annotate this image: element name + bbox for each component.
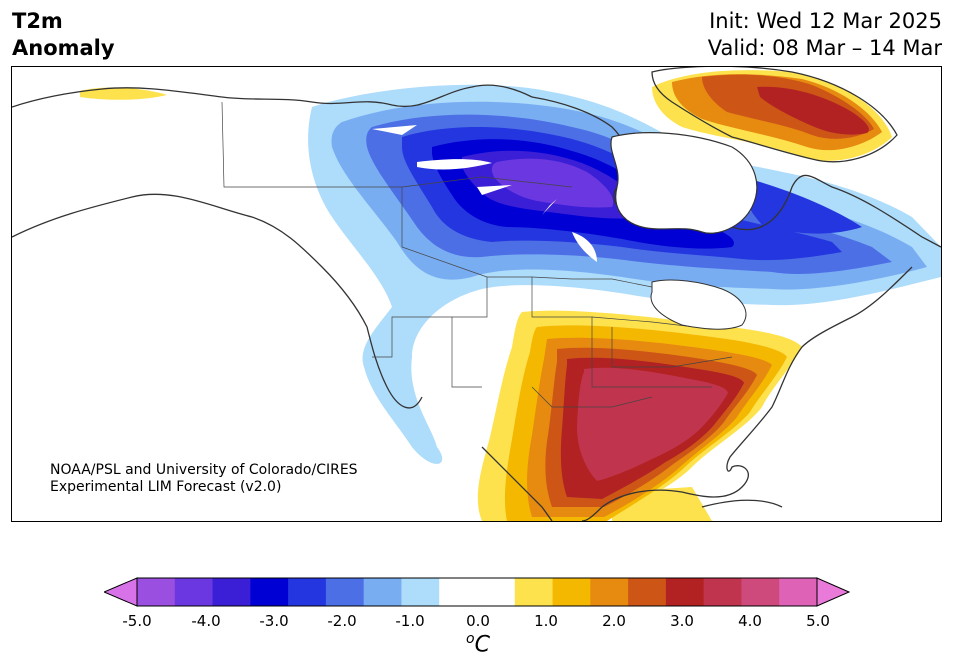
anomaly-map: NOAA/PSL and University of Colorado/CIRE… xyxy=(11,66,942,522)
colorbar-swatch xyxy=(703,578,742,606)
tick-label: -2.0 xyxy=(327,612,357,630)
unit-superscript: o xyxy=(466,631,475,647)
colorbar-swatch xyxy=(439,578,478,606)
title-line-1: T2m xyxy=(12,9,63,33)
forecast-dates: Init: Wed 12 Mar 2025 Valid: 08 Mar – 14… xyxy=(708,8,942,62)
colorbar-swatch xyxy=(552,578,591,606)
colorbar-swatch xyxy=(477,578,516,606)
colorbar-swatch xyxy=(741,578,780,606)
colorbar-frame xyxy=(136,577,818,607)
alaska-warm-patch xyxy=(80,87,167,100)
canadian-lakes xyxy=(372,125,597,262)
colorbar-swatch xyxy=(665,578,705,606)
credit-line-1: NOAA/PSL and University of Colorado/CIRE… xyxy=(50,462,358,478)
tick-label: 1.0 xyxy=(534,612,558,630)
colorbar-over-arrow xyxy=(816,577,851,607)
init-date: Init: Wed 12 Mar 2025 xyxy=(709,9,942,33)
tick-label: 4.0 xyxy=(738,612,762,630)
colorbar-under-arrow xyxy=(102,577,138,607)
map-canvas xyxy=(12,67,941,521)
tick-label: -5.0 xyxy=(122,612,152,630)
title-line-2: Anomaly xyxy=(12,36,115,60)
colorbar-swatch xyxy=(514,578,554,606)
colorbar-swatch xyxy=(628,578,667,606)
anomaly-band-minus4 xyxy=(491,158,614,208)
tick-label: 5.0 xyxy=(806,612,830,630)
colorbar-swatch xyxy=(779,578,818,606)
tick-label: 0.0 xyxy=(466,612,490,630)
colorbar-swatch xyxy=(325,578,365,606)
colorbar-swatches xyxy=(102,577,851,607)
credit-line-2: Experimental LIM Forecast (v2.0) xyxy=(50,479,282,495)
great-lakes xyxy=(650,279,747,330)
colorbar-ticks: -5.0 -4.0 -3.0 -2.0 -1.0 0.0 1.0 2.0 3.0… xyxy=(0,612,954,632)
tick-label: -3.0 xyxy=(259,612,289,630)
colorbar-unit: oC xyxy=(466,631,490,657)
map-title: T2m Anomaly xyxy=(12,8,115,62)
colorbar-swatch xyxy=(363,578,402,606)
colorbar-swatch xyxy=(137,578,176,606)
tick-label: -4.0 xyxy=(191,612,221,630)
tick-label: 3.0 xyxy=(670,612,694,630)
colorbar-swatch xyxy=(250,578,289,606)
colorbar-swatch xyxy=(288,578,327,606)
colorbar-swatch xyxy=(401,578,440,606)
unit-letter: C xyxy=(474,632,490,658)
credit-text: NOAA/PSL and University of Colorado/CIRE… xyxy=(50,462,358,496)
anomaly-band-plus3_5 xyxy=(577,367,728,481)
colorbar-swatch xyxy=(590,578,629,606)
tick-label: -1.0 xyxy=(395,612,425,630)
valid-range: Valid: 08 Mar – 14 Mar xyxy=(707,36,942,60)
greenland-warm-band4 xyxy=(757,86,869,135)
colorbar-swatch xyxy=(212,578,251,606)
hudson-bay xyxy=(610,132,758,234)
tick-label: 2.0 xyxy=(602,612,626,630)
colorbar-swatch xyxy=(174,578,214,606)
colorbar xyxy=(102,577,851,611)
